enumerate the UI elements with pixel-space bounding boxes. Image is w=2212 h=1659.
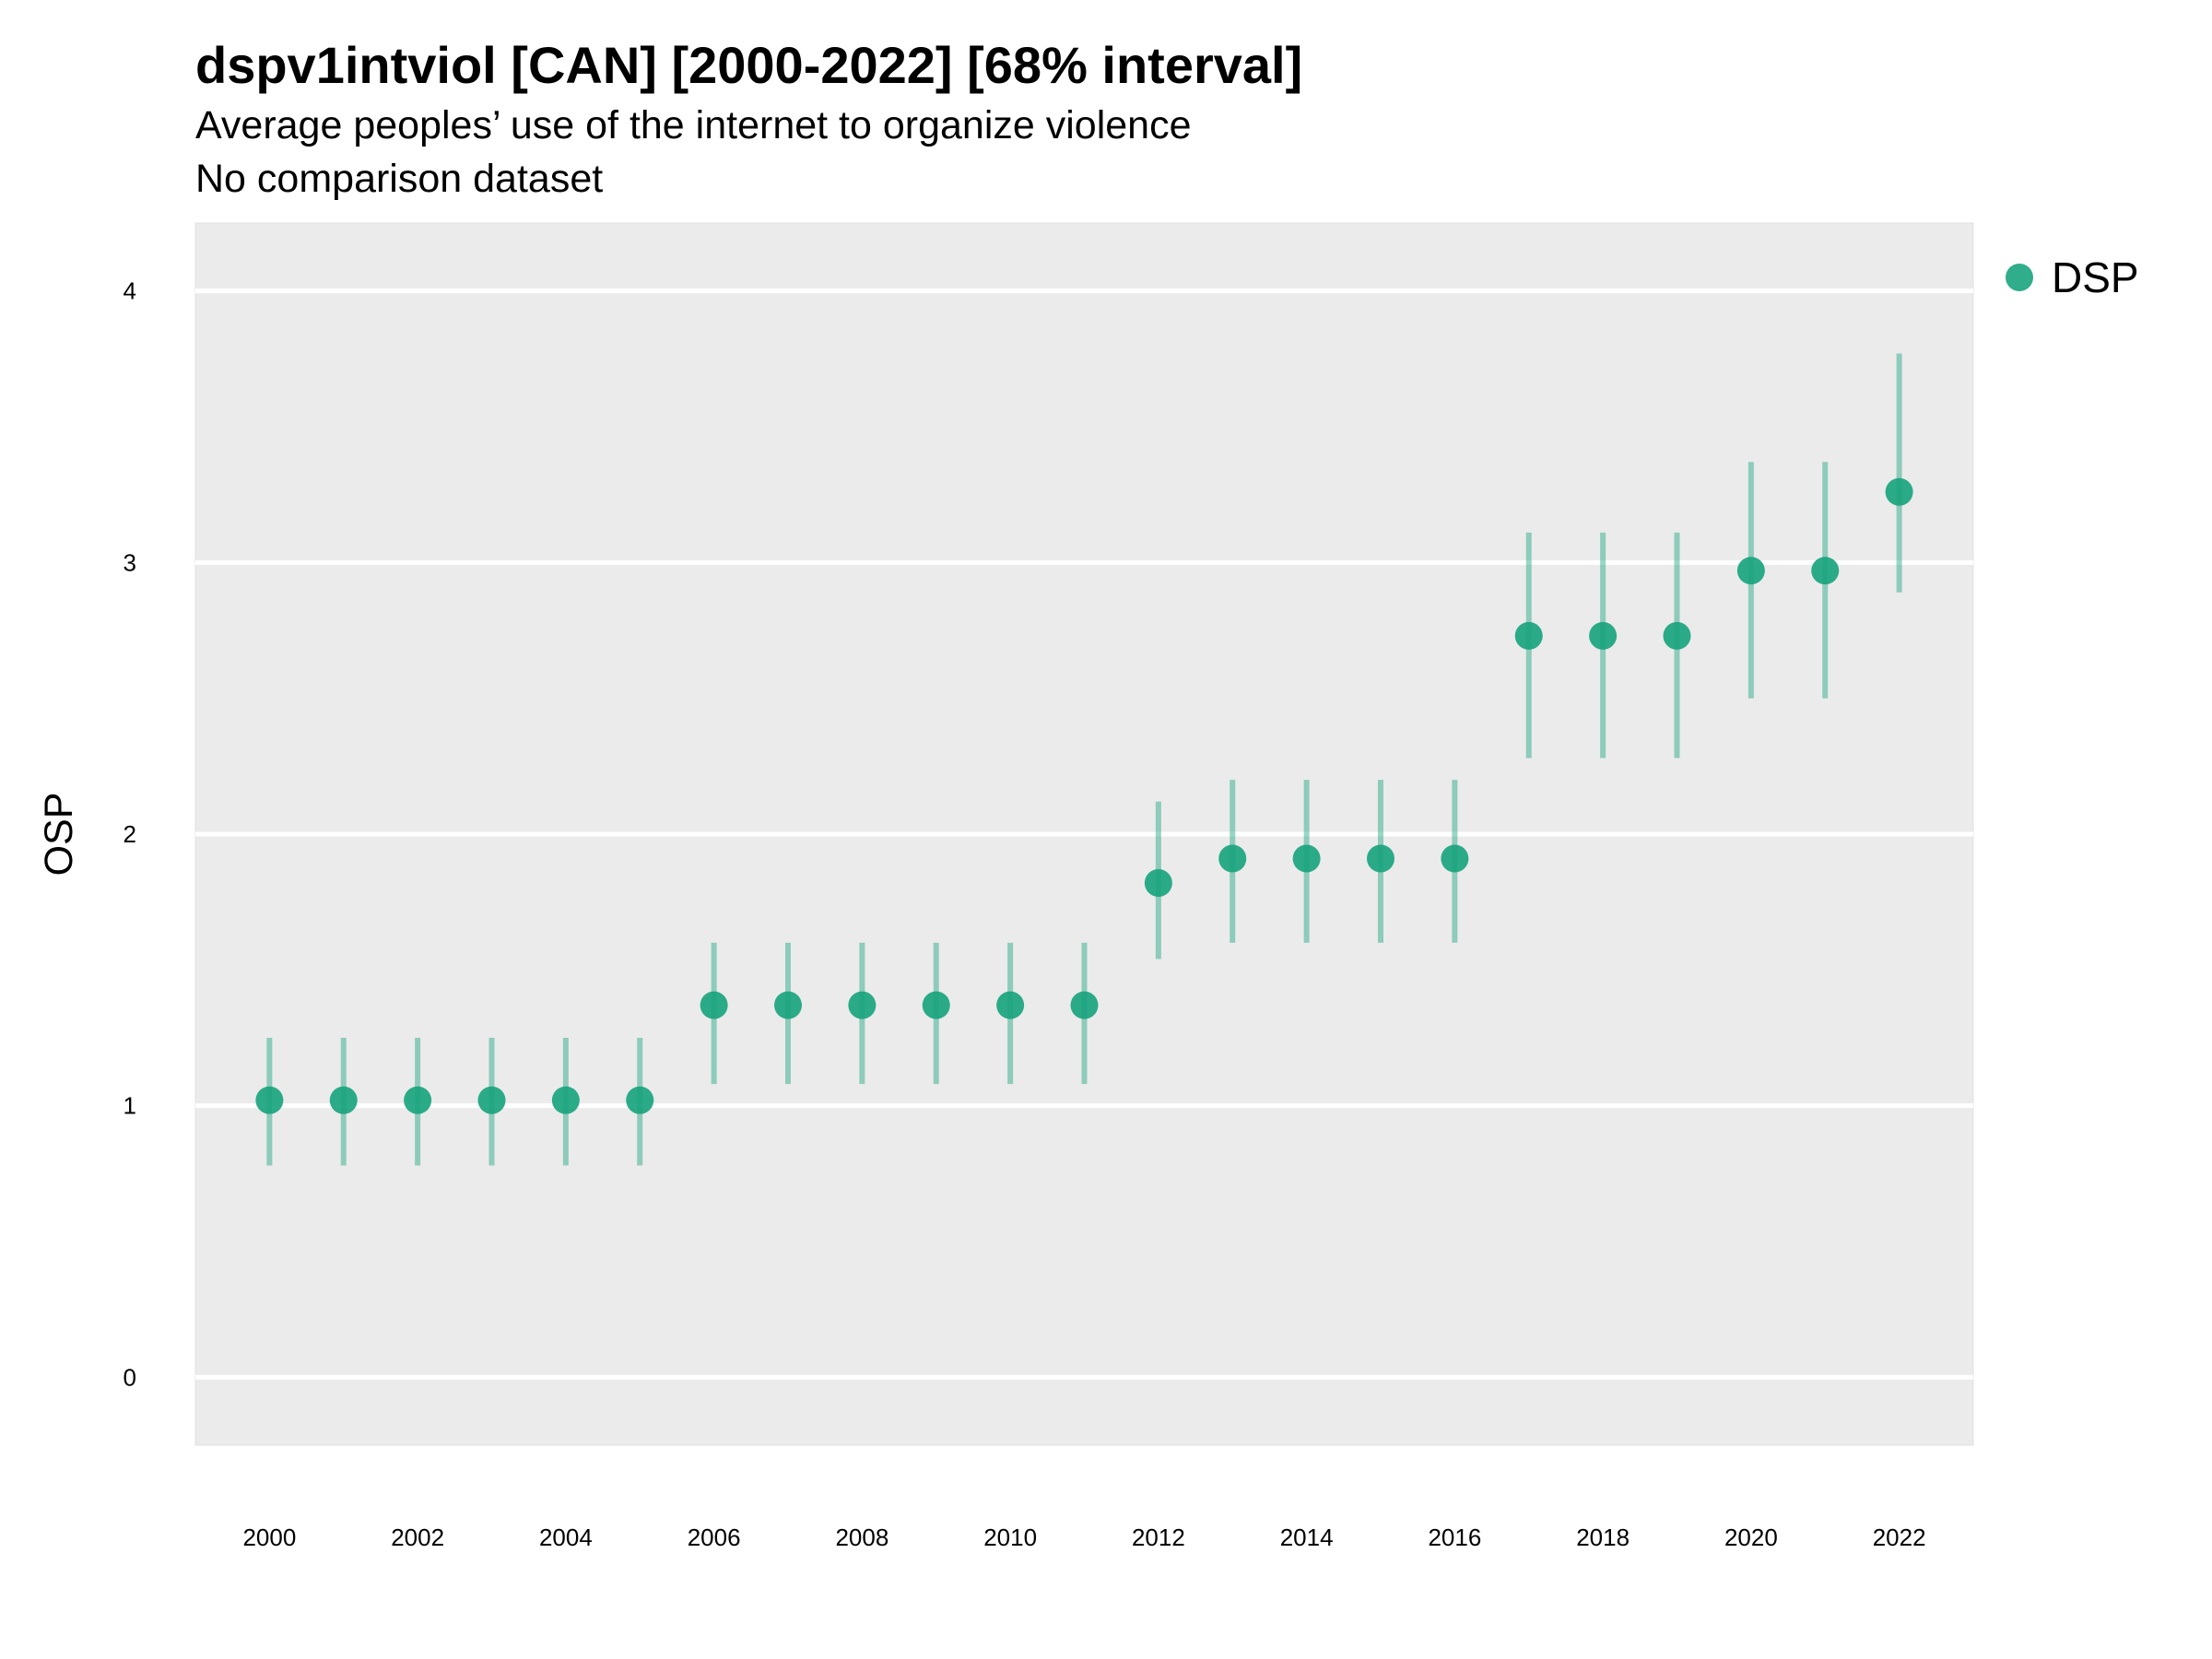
data-point <box>1292 844 1321 873</box>
data-point <box>1811 557 1840 585</box>
x-tick-label: 2010 <box>983 1524 1037 1551</box>
data-point <box>551 1086 580 1114</box>
data-point <box>848 991 877 1019</box>
y-tick-label: 0 <box>124 1363 136 1391</box>
data-point <box>626 1086 654 1114</box>
data-point <box>477 1086 506 1114</box>
chart-subtitle: Average peoples’ use of the internet to … <box>195 103 1192 147</box>
x-tick-label: 2004 <box>539 1524 593 1551</box>
y-tick-label: 4 <box>124 277 136 305</box>
data-point <box>996 991 1025 1019</box>
y-tick-label: 3 <box>124 548 136 576</box>
data-point <box>329 1086 358 1114</box>
y-tick-label: 2 <box>124 820 136 848</box>
data-point <box>922 991 950 1019</box>
x-tick-label: 2016 <box>1428 1524 1481 1551</box>
y-tick-label: 1 <box>124 1092 136 1120</box>
x-tick-label: 2000 <box>242 1524 296 1551</box>
x-tick-label: 2020 <box>1724 1524 1778 1551</box>
data-point <box>1218 844 1247 873</box>
data-point <box>700 991 728 1019</box>
x-tick-label: 2006 <box>688 1524 741 1551</box>
y-axis-label: OSP <box>37 793 81 877</box>
data-point <box>404 1086 432 1114</box>
legend: DSP <box>2006 253 2139 302</box>
x-tick-label: 2022 <box>1873 1524 1926 1551</box>
x-tick-label: 2002 <box>391 1524 444 1551</box>
data-point <box>1144 869 1172 898</box>
x-tick-label: 2018 <box>1576 1524 1630 1551</box>
data-point <box>1663 621 1691 650</box>
data-point <box>1589 621 1618 650</box>
chart-title: dspv1intviol [CAN] [2000-2022] [68% inte… <box>195 36 1303 94</box>
x-tick-label: 2012 <box>1132 1524 1185 1551</box>
data-point <box>1885 477 1913 506</box>
data-point <box>1736 557 1765 585</box>
data-point <box>774 991 802 1019</box>
legend-label-dsp: DSP <box>2052 253 2139 301</box>
data-point <box>255 1086 284 1114</box>
data-point <box>1070 991 1099 1019</box>
chart-subtitle-secondary: No comparison dataset <box>195 157 604 201</box>
data-point <box>1367 844 1394 873</box>
legend-marker <box>2006 264 2033 291</box>
x-tick-label: 2014 <box>1280 1524 1334 1551</box>
data-point <box>1441 844 1469 873</box>
data-point <box>1514 621 1543 650</box>
x-tick-label: 2008 <box>835 1524 888 1551</box>
